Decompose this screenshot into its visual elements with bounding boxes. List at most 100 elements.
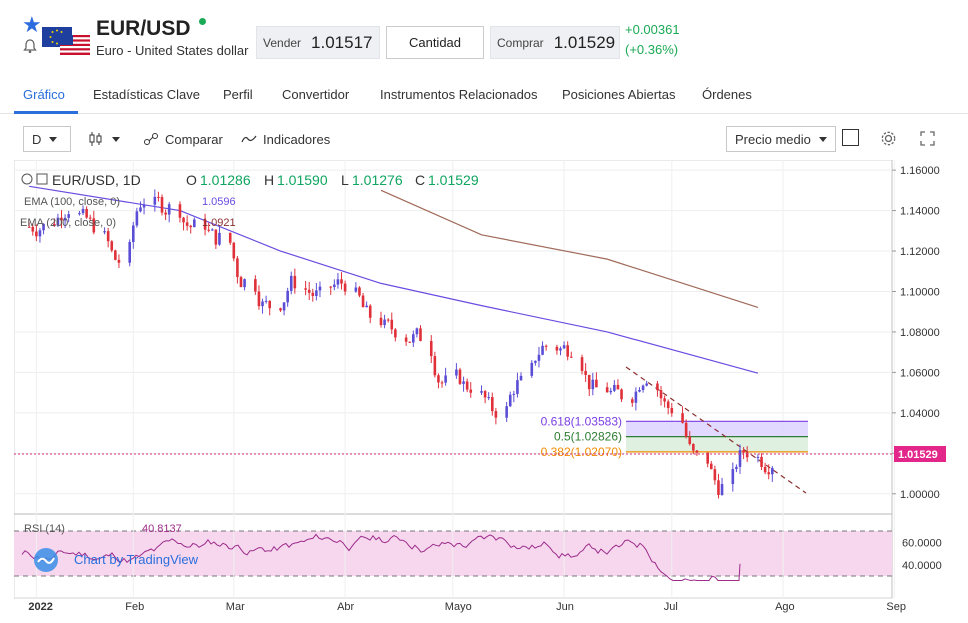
candle-body xyxy=(720,484,724,496)
candle-body xyxy=(616,384,620,390)
candle-body xyxy=(745,452,749,458)
candle-body xyxy=(767,472,771,475)
price-type-select[interactable]: Precio medio xyxy=(726,126,836,152)
candle-body xyxy=(106,231,110,242)
tradingview-wave-icon xyxy=(37,557,55,564)
ema200-path xyxy=(380,189,759,309)
candle-body xyxy=(559,348,562,351)
market-open-indicator xyxy=(199,18,206,25)
tab-convertidor[interactable]: Convertidor xyxy=(282,87,350,102)
candle-body xyxy=(620,389,623,400)
candle-body xyxy=(530,362,534,376)
tab-perfil[interactable]: Perfil xyxy=(223,87,253,102)
candle-body xyxy=(742,450,745,453)
sell-price: 1.01517 xyxy=(311,32,373,52)
candle-body xyxy=(318,286,322,291)
candle-body xyxy=(67,214,70,218)
candle-body xyxy=(153,196,157,205)
chevron-down-icon xyxy=(49,136,58,142)
time-tick-label: Feb xyxy=(125,601,144,613)
candle-body xyxy=(659,390,663,399)
fibonacci-retracement[interactable]: 0.618(1.03583) 0.5(1.02826)0.382(1.02070) xyxy=(541,414,808,459)
chart-area[interactable]: 0.618(1.03583) 0.5(1.02826) 0.382(1.02070)… xyxy=(13,159,968,618)
candle-body xyxy=(437,375,440,383)
candle-body xyxy=(38,230,42,237)
candle-body xyxy=(315,290,318,296)
candle-body xyxy=(228,232,232,243)
fib-zone-upper xyxy=(626,421,808,437)
candle-body xyxy=(688,436,692,444)
fib-level-label: 0.618(1.03583) xyxy=(541,414,622,428)
candle-body xyxy=(390,319,394,330)
last-price-label: 1.01529 xyxy=(898,449,938,461)
candle-body xyxy=(207,229,210,231)
candle-body xyxy=(419,328,422,342)
candle-body xyxy=(214,229,218,245)
axes: 1.16000 1.14000 1.12000 1.10000 1.08000 1.060… xyxy=(28,165,941,613)
candlesticks xyxy=(27,189,774,499)
candle-body xyxy=(135,211,139,226)
candle-body xyxy=(243,279,246,288)
tab-instrumentos-relacionados[interactable]: Instrumentos Relacionados xyxy=(380,87,538,102)
candle-body xyxy=(103,231,106,233)
compare-button[interactable]: Comparar xyxy=(143,126,223,152)
indicators-button[interactable]: Indicadores xyxy=(241,126,330,152)
candle-body xyxy=(713,469,717,481)
star-icon[interactable]: ★ xyxy=(22,12,42,37)
interval-value: D xyxy=(32,131,42,147)
price-tick-label: 1.04000 xyxy=(900,408,940,420)
tab-estadisticas-clave[interactable]: Estadísticas Clave xyxy=(93,87,200,102)
candle-body xyxy=(394,329,397,338)
compare-label: Comparar xyxy=(165,131,223,147)
fullscreen-icon[interactable] xyxy=(920,131,935,146)
candle-body xyxy=(634,391,638,403)
candle-body xyxy=(167,204,171,215)
last-price-tag xyxy=(894,446,946,462)
chart-type-select[interactable] xyxy=(88,126,120,152)
tab-posiciones-abiertas[interactable]: Posiciones Abiertas xyxy=(562,87,676,102)
collapse-icon[interactable] xyxy=(36,173,48,185)
candle-body xyxy=(692,443,695,451)
candle-body xyxy=(131,225,135,242)
interval-select[interactable]: D xyxy=(23,126,71,152)
legend-h-value: 1.01590 xyxy=(277,172,328,188)
candle-body xyxy=(763,466,767,473)
bell-icon[interactable] xyxy=(22,38,38,54)
candle-body xyxy=(429,341,433,357)
candle-body xyxy=(63,217,67,221)
indicators-icon xyxy=(241,135,257,143)
time-tick-label: Sep xyxy=(886,601,906,613)
candle-body xyxy=(333,284,336,288)
gear-icon[interactable] xyxy=(880,130,897,147)
rsi-line xyxy=(21,533,741,582)
trend-line[interactable] xyxy=(625,366,807,494)
legend-symbol-row: EUR/USD, 1D O 1.01286 H 1.01590 L 1.0127… xyxy=(21,172,479,188)
sell-quote[interactable]: Vender 1.01517 xyxy=(256,26,380,59)
checkbox-square[interactable] xyxy=(842,129,859,146)
price-tick-label: 1.06000 xyxy=(900,367,940,379)
candle-body xyxy=(605,387,609,393)
candle-body xyxy=(386,319,390,321)
time-tick-label: Mayo xyxy=(445,601,472,613)
price-tick-label: 1.10000 xyxy=(900,286,940,298)
candle-body xyxy=(433,356,437,376)
candle-body xyxy=(60,217,63,221)
candle-body xyxy=(681,413,684,423)
candle-body xyxy=(354,287,358,292)
candle-body xyxy=(311,292,315,296)
buy-quote[interactable]: Comprar 1.01529 xyxy=(490,26,620,59)
eye-icon[interactable] xyxy=(21,173,33,185)
candle-body xyxy=(609,390,613,393)
symbol-title: EUR/USD xyxy=(96,17,191,40)
tab-grafico[interactable]: Gráfico xyxy=(23,87,65,102)
price-chart[interactable]: 0.618(1.03583) 0.5(1.02826)0.382(1.02070)… xyxy=(13,159,968,618)
candle-body xyxy=(128,241,131,263)
candle-body xyxy=(293,275,297,289)
quantity-input[interactable]: Cantidad xyxy=(386,26,484,59)
legend-c-value: 1.01529 xyxy=(428,172,479,188)
legend-rsi-label: RSI (14) xyxy=(24,523,65,535)
candle-body xyxy=(731,469,735,485)
tab-ordenes[interactable]: Órdenes xyxy=(702,87,752,102)
candle-body xyxy=(756,456,760,458)
candle-body xyxy=(631,399,634,403)
